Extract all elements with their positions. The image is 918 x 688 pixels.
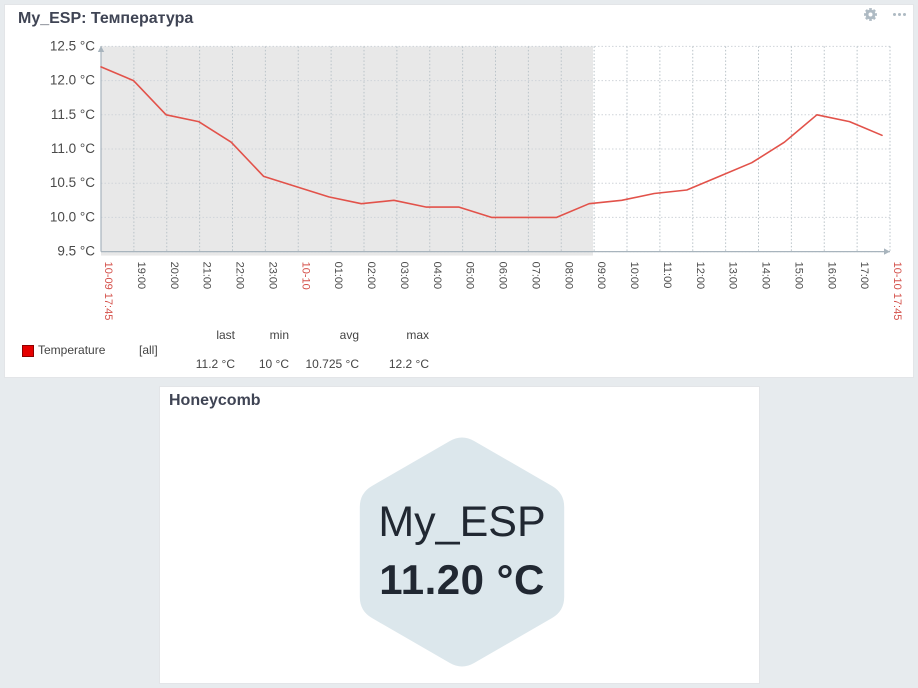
- svg-text:14:00: 14:00: [760, 262, 772, 290]
- svg-text:11.0 °C: 11.0 °C: [51, 141, 95, 156]
- svg-text:22:00: 22:00: [234, 262, 246, 290]
- svg-text:20:00: 20:00: [168, 262, 180, 290]
- svg-text:11.5 °C: 11.5 °C: [51, 107, 95, 122]
- svg-text:10.0 °C: 10.0 °C: [50, 209, 95, 224]
- svg-text:11:00: 11:00: [661, 262, 673, 289]
- svg-text:12.0 °C: 12.0 °C: [50, 73, 95, 88]
- svg-text:10-10 17:45: 10-10 17:45: [891, 262, 903, 321]
- svg-text:9.5 °C: 9.5 °C: [57, 244, 95, 259]
- svg-text:My_ESP: My_ESP: [378, 498, 545, 546]
- svg-text:08:00: 08:00: [562, 262, 574, 290]
- svg-text:07:00: 07:00: [529, 262, 541, 290]
- svg-text:23:00: 23:00: [266, 262, 278, 290]
- svg-text:10-10: 10-10: [299, 262, 311, 290]
- svg-text:15:00: 15:00: [792, 262, 804, 290]
- svg-text:13:00: 13:00: [727, 262, 739, 290]
- svg-text:12.5 °C: 12.5 °C: [50, 38, 95, 53]
- svg-text:09:00: 09:00: [595, 262, 607, 290]
- svg-text:02:00: 02:00: [365, 262, 377, 290]
- svg-text:19:00: 19:00: [135, 262, 147, 290]
- svg-text:17:00: 17:00: [858, 262, 870, 290]
- svg-text:10-09 17:45: 10-09 17:45: [102, 262, 114, 321]
- svg-text:05:00: 05:00: [464, 262, 476, 290]
- svg-text:04:00: 04:00: [431, 262, 443, 290]
- svg-text:03:00: 03:00: [398, 262, 410, 290]
- svg-text:10:00: 10:00: [628, 262, 640, 290]
- svg-text:06:00: 06:00: [497, 262, 509, 290]
- svg-text:12:00: 12:00: [694, 262, 706, 290]
- svg-text:01:00: 01:00: [332, 262, 344, 290]
- svg-text:11.20 °C: 11.20 °C: [379, 556, 545, 603]
- svg-text:16:00: 16:00: [825, 262, 837, 290]
- svg-text:10.5 °C: 10.5 °C: [50, 175, 95, 190]
- svg-text:21:00: 21:00: [201, 262, 213, 290]
